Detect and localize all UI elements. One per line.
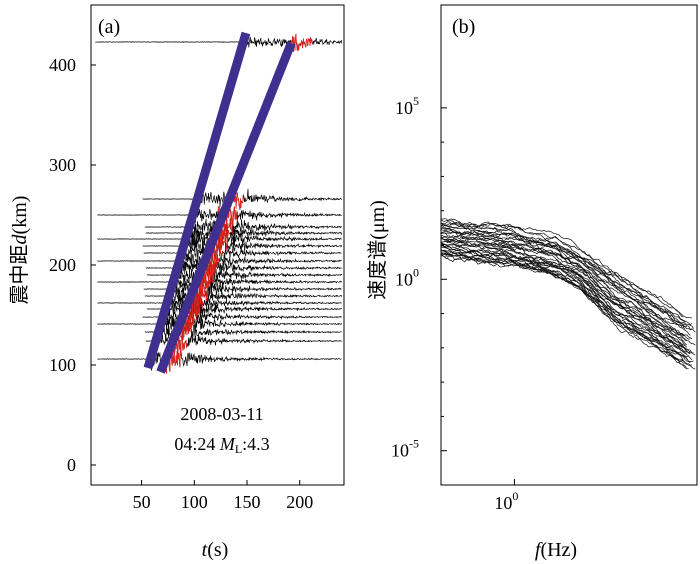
s-wave-fit-line <box>156 41 296 374</box>
seismogram-trace <box>142 305 343 338</box>
y-tick-label: 300 <box>49 155 76 175</box>
seismogram-trace <box>97 266 342 293</box>
event-time-magnitude-annotation: 04:24 ML:4.3 <box>174 434 269 456</box>
panel-b-y-axis-label: 速度谱(μm) <box>366 200 389 300</box>
spectrum-curve <box>440 242 691 355</box>
y-tick-label: 100 <box>395 265 419 289</box>
seismogram-trace <box>97 345 342 375</box>
spectrum-curve <box>440 245 688 355</box>
spectrum-curve <box>440 218 693 319</box>
panel-a-x-axis-label: t(s) <box>202 539 229 561</box>
y-tick-label: 10-5 <box>391 437 419 461</box>
spectrum-curve <box>440 219 684 317</box>
spectrum-curve <box>440 232 684 336</box>
panel-a-ticks: 50 100 150 200 0 100 200 300 400 <box>49 55 313 512</box>
y-tick-label: 200 <box>49 255 76 275</box>
seismogram-trace <box>144 205 342 239</box>
panel-a-frame <box>90 4 345 486</box>
y-tick-exponent: -5 <box>409 437 419 451</box>
analysis-window <box>290 33 313 52</box>
x-tick-label: 100 <box>181 492 208 512</box>
y-tick-exponent: 5 <box>413 94 419 108</box>
spectrum-curve <box>440 222 693 326</box>
spectrum-curve <box>440 236 688 346</box>
x-axis-label-italic: f <box>535 539 543 561</box>
x-tick-label: 200 <box>286 492 313 512</box>
spectrum-curves <box>440 218 696 370</box>
x-tick-exponent: 0 <box>512 489 518 503</box>
seismogram-trace <box>142 187 342 211</box>
panel-b-label: (b) <box>452 16 475 38</box>
panel-b-ticks: 100 105 100 10-5 <box>391 94 518 513</box>
panel-b: 100 105 100 10-5 (b) f(Hz) 速度谱(μm) <box>366 4 698 561</box>
x-tick-label: 100 <box>494 489 518 513</box>
magnitude-symbol: M <box>219 434 236 454</box>
y-axis-label-unit: (km) <box>9 196 31 235</box>
spectrum-curve <box>440 227 686 330</box>
panel-b-x-axis-label: f(Hz) <box>535 539 577 561</box>
y-axis-label-prefix: 震中距 <box>8 244 31 304</box>
analysis-window <box>171 333 188 356</box>
spectrum-curve <box>440 241 696 356</box>
y-tick-label: 100 <box>49 355 76 375</box>
spectrum-curve <box>440 249 691 364</box>
y-tick-exponent: 0 <box>413 265 419 279</box>
x-axis-label-unit: (s) <box>207 539 228 561</box>
spectrum-curve <box>440 249 693 361</box>
x-axis-label-unit: (Hz) <box>540 539 577 561</box>
seismogram-trace <box>97 314 342 334</box>
seismogram-trace <box>145 221 343 250</box>
panel-a-y-axis-label: 震中距d(km) <box>8 196 31 305</box>
spectrum-curve <box>440 250 694 362</box>
event-time: 04:24 <box>174 434 215 454</box>
panel-a-label: (a) <box>98 16 120 38</box>
analysis-window <box>189 284 206 311</box>
spectrum-curve <box>440 244 694 354</box>
seismogram-trace <box>143 237 342 272</box>
magnitude-value: :4.3 <box>242 434 270 454</box>
seismogram-trace <box>144 284 342 311</box>
y-tick-label: 400 <box>49 55 76 75</box>
spectrum-curve <box>440 237 688 348</box>
seismogram-trace <box>97 248 342 271</box>
seismogram-trace <box>97 287 342 322</box>
magnitude-subscript: L <box>235 442 242 456</box>
p-wave-fit-line <box>143 31 251 370</box>
x-tick-label: 50 <box>133 492 151 512</box>
x-axis-label-italic: t <box>202 539 208 561</box>
spectrum-curve <box>440 246 689 357</box>
seismogram-traces <box>95 33 343 375</box>
event-date-annotation: 2008-03-11 <box>180 404 263 424</box>
spectrum-curve <box>440 224 694 329</box>
x-tick-label: 150 <box>234 492 261 512</box>
seismogram-trace <box>146 297 342 322</box>
y-axis-label-italic: d <box>9 233 31 244</box>
spectrum-curve <box>440 221 687 328</box>
spectrum-curve <box>440 250 691 363</box>
travel-time-lines <box>143 31 296 374</box>
y-tick-label: 105 <box>395 94 419 118</box>
spectrum-curve <box>440 232 696 346</box>
y-tick-label: 0 <box>67 455 76 475</box>
